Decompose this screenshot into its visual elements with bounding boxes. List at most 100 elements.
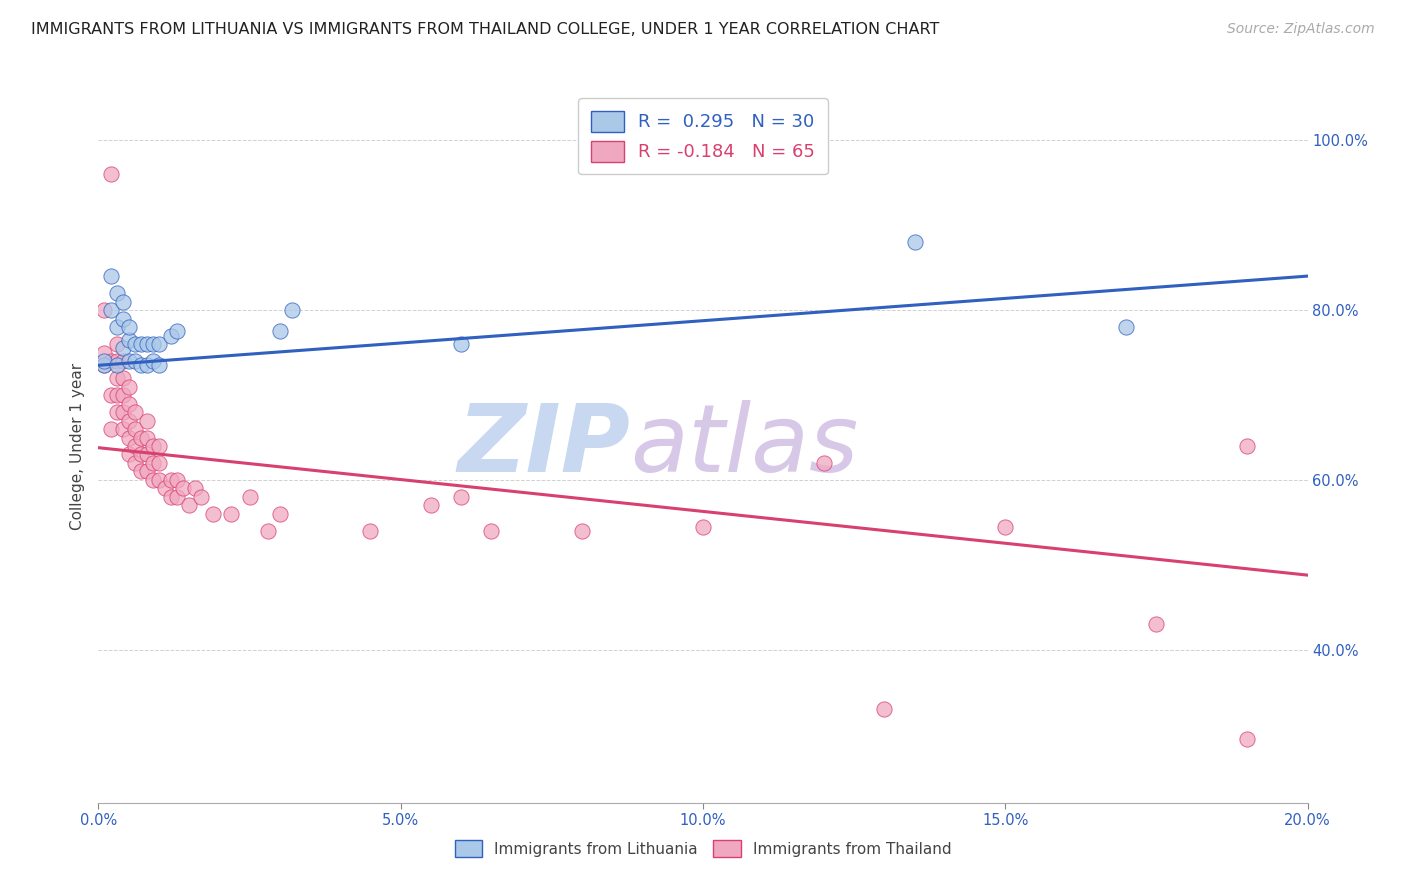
Point	[142, 337, 165, 351]
Point	[873, 702, 896, 716]
Point	[148, 337, 170, 351]
Point	[135, 337, 157, 351]
Point	[105, 388, 128, 402]
Point	[111, 405, 134, 419]
Point	[256, 524, 278, 538]
Point	[105, 405, 128, 419]
Point	[166, 324, 188, 338]
Point	[135, 413, 157, 427]
Point	[135, 465, 157, 479]
Point	[1144, 617, 1167, 632]
Point	[135, 448, 157, 462]
Point	[148, 439, 170, 453]
Point	[124, 456, 146, 470]
Point	[269, 324, 291, 338]
Point	[450, 337, 472, 351]
Point	[118, 448, 141, 462]
Point	[360, 524, 382, 538]
Point	[105, 371, 128, 385]
Point	[142, 456, 165, 470]
Point	[153, 482, 176, 496]
Point	[239, 490, 262, 504]
Point	[148, 359, 170, 373]
Point	[190, 490, 212, 504]
Point	[124, 422, 146, 436]
Point	[124, 439, 146, 453]
Point	[129, 359, 152, 373]
Point	[160, 473, 183, 487]
Point	[118, 396, 141, 410]
Point	[111, 354, 134, 368]
Point	[129, 430, 152, 444]
Point	[100, 422, 122, 436]
Point	[142, 439, 165, 453]
Point	[481, 524, 503, 538]
Point	[124, 337, 146, 351]
Point	[1236, 732, 1258, 747]
Point	[135, 430, 157, 444]
Point	[100, 354, 122, 368]
Text: ZIP: ZIP	[457, 400, 630, 492]
Point	[129, 465, 152, 479]
Point	[100, 167, 122, 181]
Point	[202, 507, 225, 521]
Point	[111, 388, 134, 402]
Point	[111, 422, 134, 436]
Point	[129, 448, 152, 462]
Text: atlas: atlas	[630, 401, 859, 491]
Point	[111, 371, 134, 385]
Point	[129, 337, 152, 351]
Point	[100, 388, 122, 402]
Point	[904, 235, 927, 249]
Point	[450, 490, 472, 504]
Point	[142, 354, 165, 368]
Point	[118, 379, 141, 393]
Point	[420, 499, 443, 513]
Point	[148, 456, 170, 470]
Point	[184, 482, 207, 496]
Point	[172, 482, 194, 496]
Point	[160, 490, 183, 504]
Legend: Immigrants from Lithuania, Immigrants from Thailand: Immigrants from Lithuania, Immigrants fr…	[446, 830, 960, 866]
Point	[221, 507, 243, 521]
Point	[93, 303, 115, 318]
Point	[105, 354, 128, 368]
Point	[148, 473, 170, 487]
Point	[124, 405, 146, 419]
Text: Source: ZipAtlas.com: Source: ZipAtlas.com	[1227, 22, 1375, 37]
Point	[118, 333, 141, 347]
Point	[100, 269, 122, 284]
Point	[166, 473, 188, 487]
Point	[692, 519, 714, 533]
Point	[111, 311, 134, 326]
Point	[994, 519, 1017, 533]
Point	[1236, 439, 1258, 453]
Point	[93, 359, 115, 373]
Point	[179, 499, 201, 513]
Text: IMMIGRANTS FROM LITHUANIA VS IMMIGRANTS FROM THAILAND COLLEGE, UNDER 1 YEAR CORR: IMMIGRANTS FROM LITHUANIA VS IMMIGRANTS …	[31, 22, 939, 37]
Point	[105, 286, 128, 301]
Point	[269, 507, 291, 521]
Point	[118, 354, 141, 368]
Point	[160, 328, 183, 343]
Point	[118, 413, 141, 427]
Point	[118, 320, 141, 334]
Point	[166, 490, 188, 504]
Point	[813, 456, 835, 470]
Point	[1115, 320, 1137, 334]
Point	[105, 337, 128, 351]
Point	[135, 359, 157, 373]
Point	[93, 354, 115, 368]
Y-axis label: College, Under 1 year: College, Under 1 year	[70, 362, 86, 530]
Point	[105, 320, 128, 334]
Point	[124, 354, 146, 368]
Point	[93, 345, 115, 359]
Point	[111, 294, 134, 309]
Point	[93, 359, 115, 373]
Point	[571, 524, 593, 538]
Point	[105, 359, 128, 373]
Point	[142, 473, 165, 487]
Point	[100, 303, 122, 318]
Point	[111, 341, 134, 355]
Point	[118, 430, 141, 444]
